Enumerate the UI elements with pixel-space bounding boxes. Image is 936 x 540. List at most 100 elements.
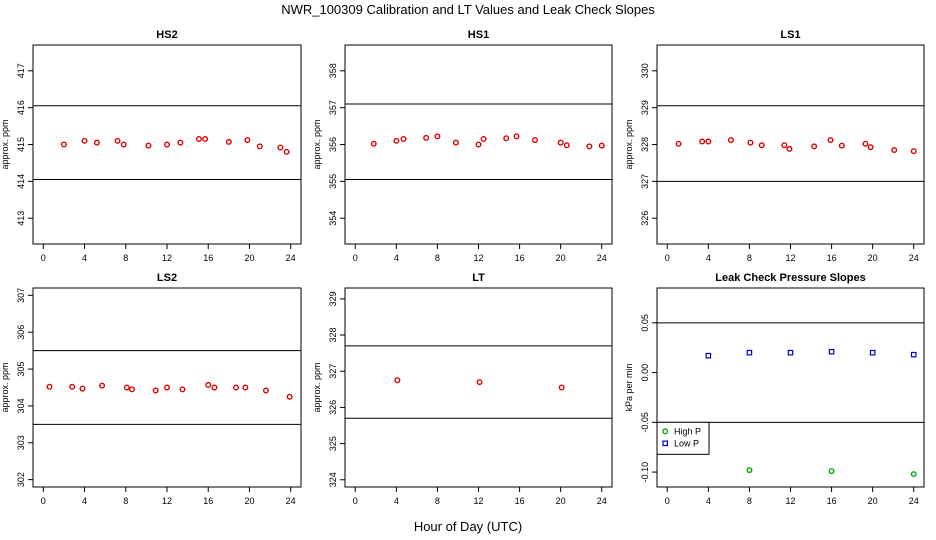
- x-tick-label: 16: [827, 496, 837, 506]
- data-point: [476, 379, 483, 386]
- y-tick-label: 354: [328, 211, 338, 226]
- data-point: [60, 141, 67, 148]
- panel-2: LS1 0 4 8 12 16 20 24 326 327 328 329 330 approx. ppm: [624, 29, 925, 263]
- data-point-square: [869, 349, 876, 356]
- panel-title: Leak Check Pressure Slopes: [715, 272, 865, 284]
- data-point: [152, 387, 159, 394]
- y-axis-label: approx. ppm: [312, 119, 322, 169]
- x-tick-label: 16: [827, 253, 837, 263]
- y-tick-label: -0.05: [640, 412, 650, 433]
- data-point: [244, 137, 251, 144]
- x-tick-label: 8: [747, 253, 752, 263]
- data-point: [434, 133, 441, 140]
- panel-0: HS2 0 4 8 12 16 20 24 413 414 415 416 417 approx. ppm: [0, 29, 302, 263]
- y-tick-label: 328: [640, 137, 650, 152]
- panel-title: HS2: [156, 29, 177, 41]
- legend-marker-square: [662, 440, 669, 447]
- x-tick-label: 16: [515, 496, 525, 506]
- data-point: [283, 148, 290, 155]
- data-point: [93, 139, 100, 146]
- y-tick-label: 304: [16, 398, 26, 413]
- x-tick-label: 0: [41, 253, 46, 263]
- y-tick-label: 307: [16, 288, 26, 303]
- x-tick-label: 24: [597, 496, 607, 506]
- x-tick-label: 4: [706, 253, 711, 263]
- data-point: [114, 137, 121, 144]
- x-tick-label: 20: [556, 253, 566, 263]
- y-tick-label: 302: [16, 472, 26, 487]
- data-point: [242, 384, 249, 391]
- data-point: [46, 383, 53, 390]
- data-point: [423, 134, 430, 141]
- x-tick-label: 20: [244, 496, 254, 506]
- data-point: [699, 138, 706, 145]
- data-point: [705, 138, 712, 145]
- x-tick-label: 20: [244, 253, 254, 263]
- data-point: [177, 139, 184, 146]
- y-tick-label: 326: [328, 400, 338, 415]
- y-tick-label: 355: [328, 174, 338, 189]
- x-tick-label: 16: [203, 496, 213, 506]
- data-point: [563, 142, 570, 149]
- y-tick-label: 305: [16, 362, 26, 377]
- panel-3: LS2 0 4 8 12 16 20 24 302 303 304 305 306 307 approx. …: [0, 272, 302, 506]
- x-tick-label: 0: [353, 496, 358, 506]
- data-point: [394, 377, 401, 384]
- x-tick-label: 0: [665, 253, 670, 263]
- y-tick-label: 326: [640, 211, 650, 226]
- x-tick-label: 20: [556, 496, 566, 506]
- y-tick-label: 327: [328, 364, 338, 379]
- y-tick-label: 415: [16, 137, 26, 152]
- data-point: [452, 139, 459, 146]
- plot-frame: [344, 287, 613, 488]
- plot-frame: [656, 287, 925, 488]
- x-tick-label: 0: [353, 253, 358, 263]
- plot-frame: [344, 44, 613, 245]
- data-point: [145, 142, 152, 149]
- y-tick-label: 416: [16, 100, 26, 115]
- data-point: [286, 393, 293, 400]
- y-tick-label: 303: [16, 435, 26, 450]
- y-tick-label: 325: [328, 436, 338, 451]
- data-point: [205, 381, 212, 388]
- x-tick-label: 12: [162, 496, 172, 506]
- data-point: [480, 135, 487, 142]
- data-point: [195, 135, 202, 142]
- data-point: [69, 383, 76, 390]
- y-tick-label: 357: [328, 100, 338, 115]
- x-tick-label: 8: [123, 253, 128, 263]
- data-point: [225, 138, 232, 145]
- y-tick-label: 417: [16, 63, 26, 78]
- y-tick-label: -0.10: [640, 462, 650, 483]
- data-point: [256, 143, 263, 150]
- data-point: [727, 137, 734, 144]
- data-point: [211, 384, 218, 391]
- data-point: [758, 142, 765, 149]
- data-point-square: [787, 349, 794, 356]
- data-point-square: [746, 349, 753, 356]
- data-point: [746, 467, 753, 474]
- panel-title: HS1: [468, 29, 489, 41]
- y-tick-label: 356: [328, 137, 338, 152]
- panel-title: LT: [472, 272, 485, 284]
- y-tick-label: 358: [328, 63, 338, 78]
- data-point: [163, 141, 170, 148]
- data-point: [910, 148, 917, 155]
- y-tick-label: 306: [16, 325, 26, 340]
- data-point: [393, 137, 400, 144]
- data-point: [867, 144, 874, 151]
- x-tick-label: 0: [665, 496, 670, 506]
- x-tick-label: 8: [435, 496, 440, 506]
- y-tick-label: 327: [640, 174, 650, 189]
- data-point: [513, 133, 520, 140]
- x-tick-label: 12: [473, 253, 483, 263]
- panel-5: Leak Check Pressure Slopes 0 4 8 12 16 20 24 -0.…: [624, 272, 925, 506]
- x-tick-label: 8: [747, 496, 752, 506]
- x-tick-label: 20: [868, 496, 878, 506]
- y-tick-label: 413: [16, 211, 26, 226]
- x-tick-label: 4: [394, 496, 399, 506]
- data-point: [828, 468, 835, 475]
- plot-frame: [656, 44, 925, 245]
- legend-label: Low P: [674, 438, 699, 448]
- data-point: [179, 386, 186, 393]
